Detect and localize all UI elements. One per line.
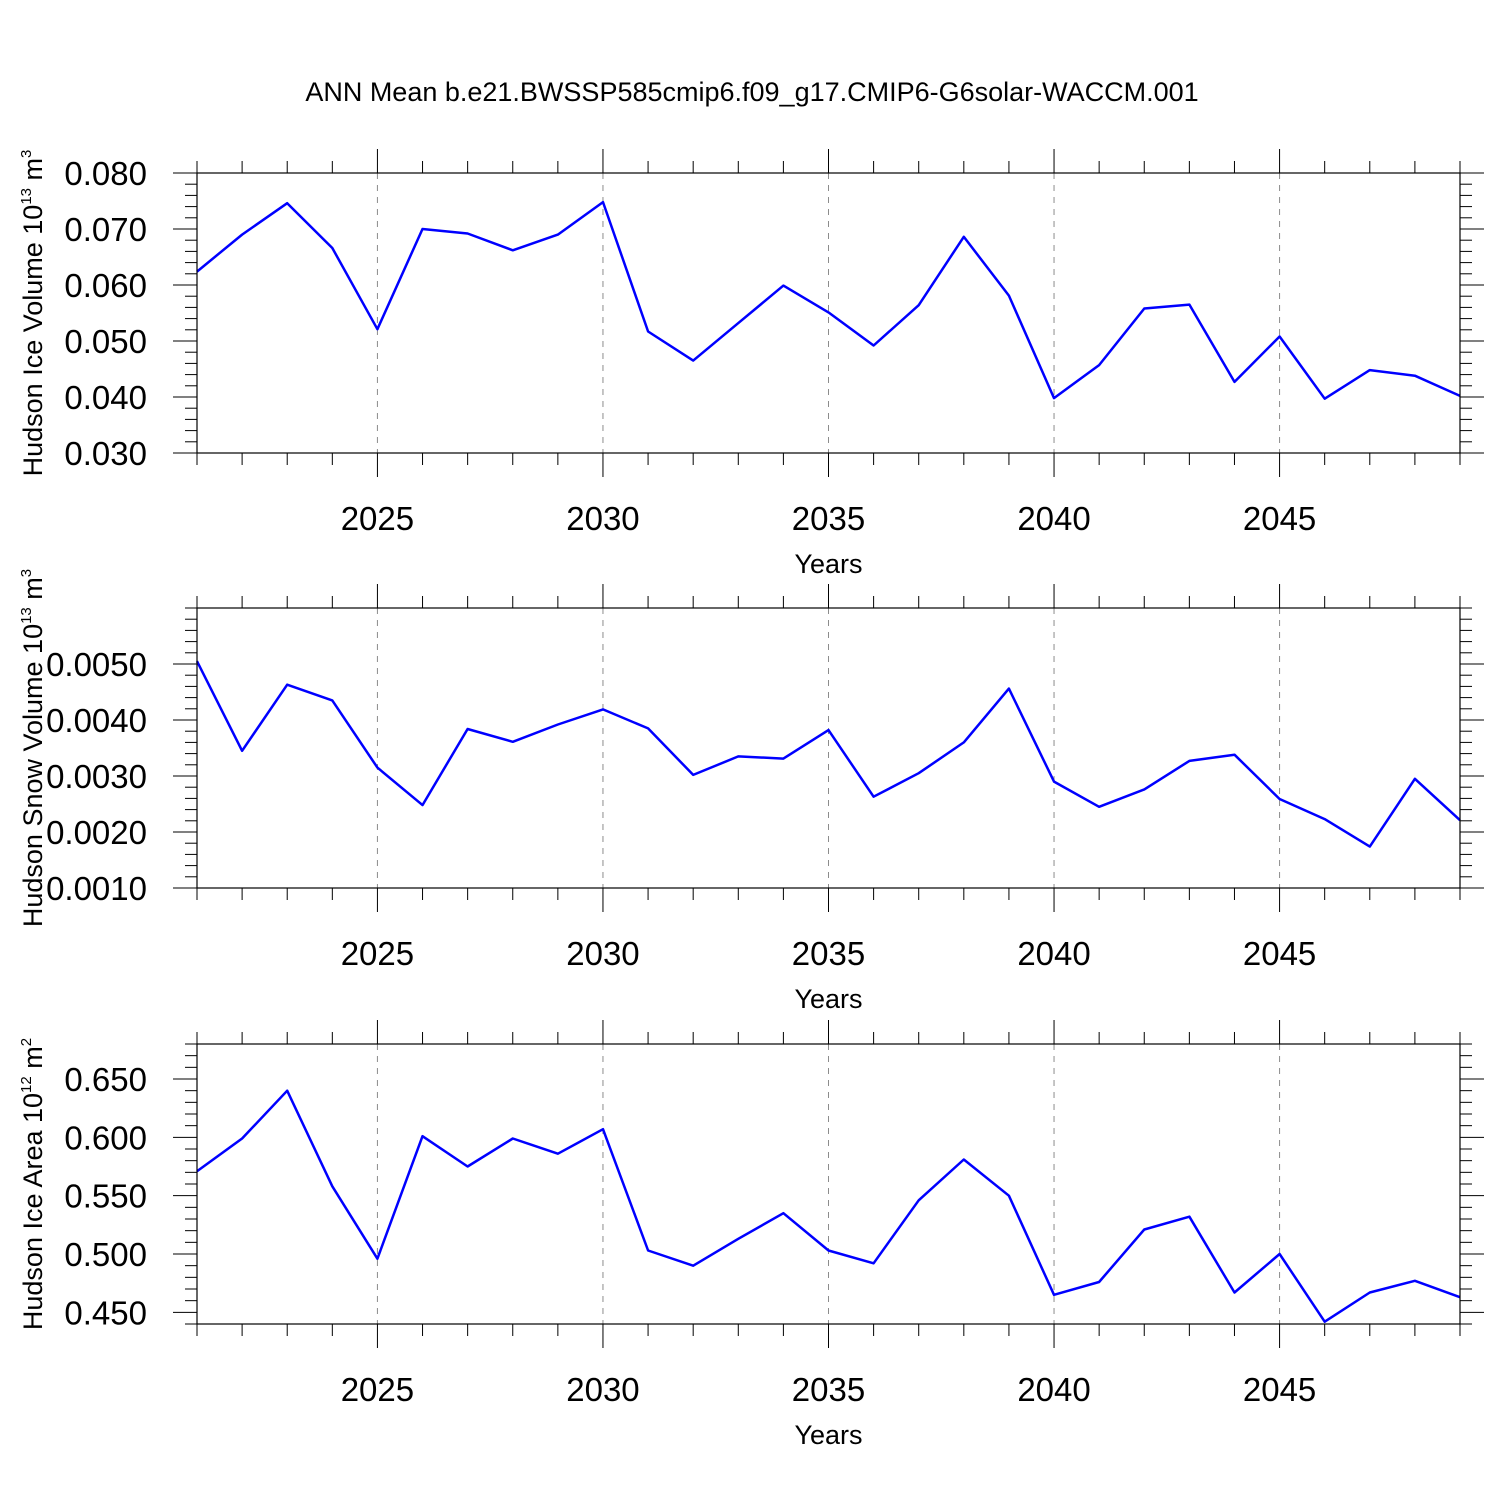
x-axis-title: Years — [794, 984, 862, 1014]
y-axis-title: Hudson Ice Area 1012 m2 — [18, 1038, 48, 1330]
y-tick-label-0.500: 0.500 — [64, 1236, 147, 1273]
x-tick-label-2035: 2035 — [792, 500, 865, 537]
y-tick-label-0.550: 0.550 — [64, 1178, 147, 1215]
y-tick-label-0.030: 0.030 — [64, 435, 147, 472]
x-tick-label-2045: 2045 — [1243, 500, 1316, 537]
y-tick-label-0.0040: 0.0040 — [46, 702, 147, 739]
y-tick-label-0.0020: 0.0020 — [46, 814, 147, 851]
x-tick-label-2040: 2040 — [1017, 500, 1090, 537]
x-tick-label-2040: 2040 — [1017, 935, 1090, 972]
x-tick-label-2025: 2025 — [341, 1371, 414, 1408]
plot-frame — [196, 172, 1461, 454]
x-tick-label-2040: 2040 — [1017, 1371, 1090, 1408]
y-axis-title: Hudson Ice Volume 1013 m3 — [18, 150, 48, 477]
y-tick-label-0.450: 0.450 — [64, 1294, 147, 1331]
y-tick-label-0.040: 0.040 — [64, 379, 147, 416]
panel-3: 0.450 0.500 0.550 0.600 0.650 2025 2030 2035 204… — [18, 1020, 1484, 1450]
panels: 0.030 0.040 0.050 0.060 0.070 0.080 2025 2030 20… — [18, 149, 1484, 1450]
plot-frame — [196, 607, 1461, 889]
y-tick-label-0.060: 0.060 — [64, 267, 147, 304]
x-tick-label-2045: 2045 — [1243, 1371, 1316, 1408]
series-line-1 — [196, 1089, 1461, 1323]
y-tick-label-0.600: 0.600 — [64, 1119, 147, 1156]
y-tick-label-0.070: 0.070 — [64, 211, 147, 248]
y-tick-label-0.050: 0.050 — [64, 323, 147, 360]
x-tick-label-2030: 2030 — [566, 1371, 639, 1408]
series-line-1 — [195, 660, 1461, 848]
y-tick-label-0.080: 0.080 — [64, 155, 147, 192]
panel-1: 0.030 0.040 0.050 0.060 0.070 0.080 2025 2030 20… — [18, 149, 1484, 579]
x-tick-label-2025: 2025 — [341, 935, 414, 972]
x-tick-label-2035: 2035 — [792, 1371, 865, 1408]
y-tick-label-0.0030: 0.0030 — [46, 758, 147, 795]
x-tick-label-2045: 2045 — [1243, 935, 1316, 972]
x-tick-label-2030: 2030 — [566, 500, 639, 537]
x-axis-title: Years — [794, 1420, 862, 1450]
x-tick-label-2025: 2025 — [341, 500, 414, 537]
x-axis-title: Years — [794, 549, 862, 579]
y-tick-label-0.650: 0.650 — [64, 1061, 147, 1098]
x-tick-label-2030: 2030 — [566, 935, 639, 972]
series-line-1 — [196, 200, 1461, 400]
panel-2: 0.0010 0.0020 0.0030 0.0040 0.0050 2025 2030 20… — [18, 569, 1484, 1014]
chart-title: ANN Mean b.e21.BWSSP585cmip6.f09_g17.CMI… — [305, 77, 1198, 107]
y-tick-label-0.0010: 0.0010 — [46, 870, 147, 907]
plot-frame — [196, 1043, 1461, 1325]
x-tick-label-2035: 2035 — [792, 935, 865, 972]
y-axis-title: Hudson Snow Volume 1013 m3 — [18, 569, 48, 927]
y-tick-label-0.0050: 0.0050 — [46, 646, 147, 683]
